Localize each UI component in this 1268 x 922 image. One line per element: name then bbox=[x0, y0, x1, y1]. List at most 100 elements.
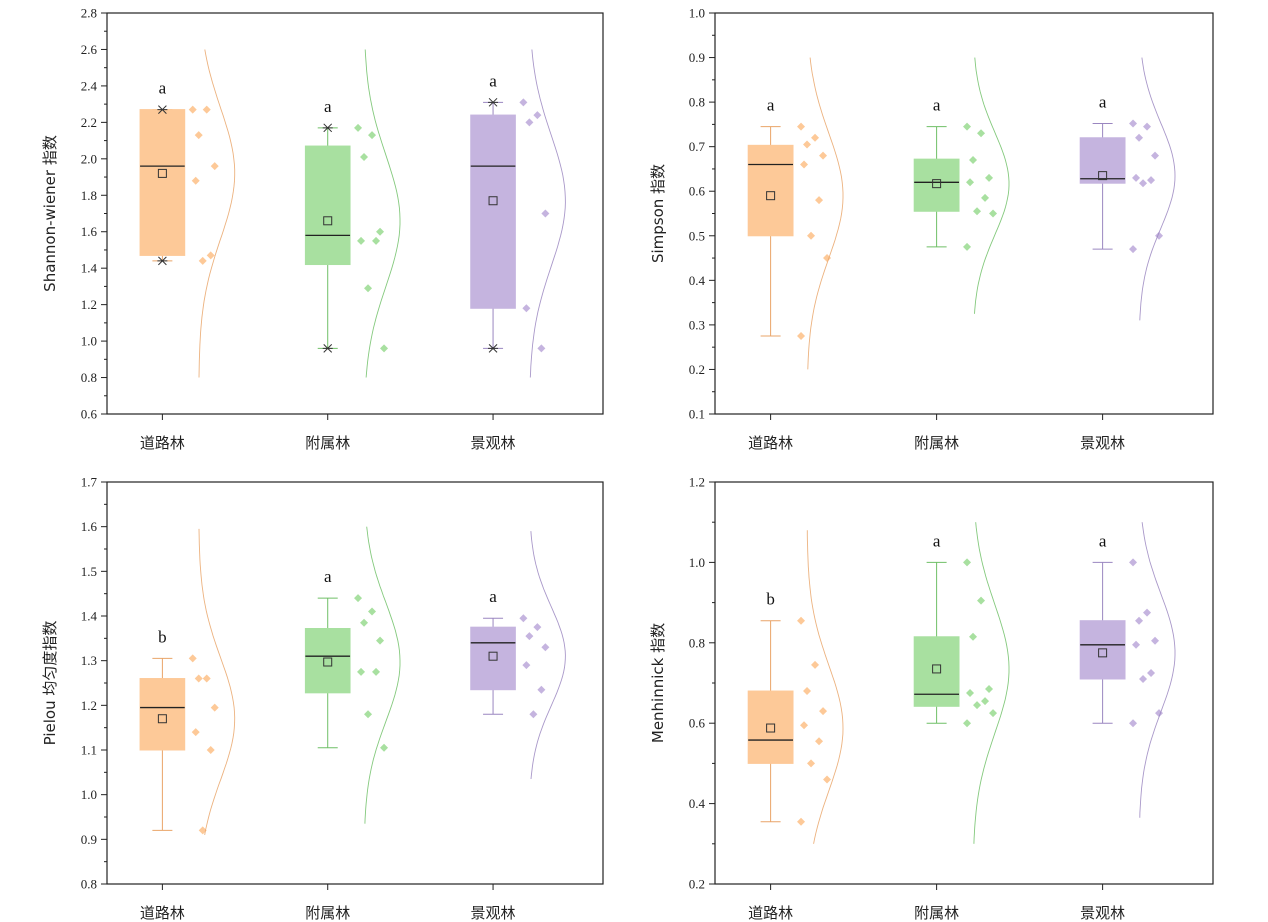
data-point bbox=[1139, 674, 1148, 683]
y-tick-label: 1.0 bbox=[81, 334, 97, 349]
data-point bbox=[357, 236, 366, 245]
series-3: 景观林 a bbox=[470, 49, 566, 452]
data-point bbox=[1129, 245, 1138, 254]
data-point bbox=[380, 743, 389, 752]
significance-label: b bbox=[766, 590, 775, 609]
box bbox=[913, 636, 960, 707]
data-point bbox=[800, 721, 809, 730]
data-point bbox=[973, 701, 982, 710]
data-point bbox=[525, 632, 534, 641]
y-tick-label: 0.9 bbox=[81, 832, 97, 847]
mean-marker bbox=[488, 196, 498, 206]
distribution-curve bbox=[529, 49, 566, 378]
y-tick-label: 1.5 bbox=[81, 564, 97, 579]
y-axis-title: Pielou 均匀度指数 bbox=[41, 621, 59, 746]
x-category-label: 景观林 bbox=[1080, 434, 1125, 452]
x-category-label: 道路林 bbox=[748, 904, 793, 922]
data-point bbox=[368, 607, 377, 616]
data-point bbox=[969, 632, 978, 641]
data-point bbox=[210, 703, 219, 712]
y-tick-label: 0.8 bbox=[81, 370, 97, 385]
data-point bbox=[815, 196, 824, 205]
significance-label: a bbox=[767, 96, 775, 115]
data-point bbox=[797, 122, 806, 131]
x-category-label: 景观林 bbox=[471, 434, 516, 452]
data-point bbox=[797, 332, 806, 341]
data-point bbox=[819, 707, 828, 716]
y-tick-label: 0.6 bbox=[689, 716, 706, 731]
series-2: 附属林 a bbox=[304, 49, 401, 452]
data-point bbox=[206, 746, 215, 754]
x-category-label: 道路林 bbox=[748, 434, 793, 452]
data-point bbox=[1139, 179, 1148, 188]
data-point bbox=[541, 643, 550, 652]
data-point bbox=[202, 105, 211, 114]
y-tick-label: 0.8 bbox=[689, 635, 705, 650]
data-point bbox=[811, 133, 820, 142]
box bbox=[470, 626, 516, 691]
data-point bbox=[354, 594, 363, 603]
data-point bbox=[519, 98, 528, 107]
data-point bbox=[191, 176, 200, 185]
data-point bbox=[811, 660, 820, 669]
x-category-label: 景观林 bbox=[471, 904, 516, 922]
mean-marker bbox=[323, 216, 333, 226]
data-point bbox=[537, 685, 546, 694]
significance-label: a bbox=[933, 531, 941, 550]
significance-label: a bbox=[324, 97, 332, 116]
y-tick-label: 2.4 bbox=[81, 78, 98, 93]
x-category-label: 道路林 bbox=[140, 904, 185, 922]
mean-marker bbox=[157, 714, 167, 724]
data-point bbox=[819, 151, 828, 160]
data-point bbox=[1151, 151, 1160, 160]
data-point bbox=[807, 759, 816, 768]
data-point bbox=[800, 160, 809, 169]
data-point bbox=[973, 207, 982, 216]
data-point bbox=[380, 344, 389, 353]
y-tick-label: 0.2 bbox=[689, 877, 705, 892]
data-point bbox=[368, 131, 377, 140]
data-point bbox=[210, 162, 219, 171]
extreme-marker bbox=[488, 344, 499, 353]
data-point bbox=[989, 709, 998, 718]
chart-panel-2: 0.1 0.2 0.3 0.4 0.5 0.6 0.7 0.8 0.9 1.0 Simpson 指数… bbox=[649, 6, 1214, 452]
significance-label: a bbox=[1099, 92, 1107, 111]
y-tick-label: 2.2 bbox=[81, 115, 97, 130]
mean-marker bbox=[488, 651, 498, 661]
extreme-marker bbox=[322, 344, 333, 353]
series-1: 道路林 b bbox=[139, 528, 236, 922]
mean-marker bbox=[1098, 648, 1108, 658]
data-point bbox=[533, 623, 542, 632]
series-1: 道路林 b bbox=[747, 530, 844, 922]
x-category-label: 附属林 bbox=[914, 434, 959, 452]
extreme-marker bbox=[157, 256, 168, 266]
y-tick-label: 0.1 bbox=[689, 407, 705, 422]
data-point bbox=[533, 111, 542, 120]
y-tick-label: 1.4 bbox=[81, 609, 98, 624]
y-tick-label: 0.2 bbox=[689, 362, 705, 377]
data-point bbox=[1132, 173, 1141, 182]
distribution-curve bbox=[198, 49, 236, 378]
significance-label: a bbox=[489, 71, 497, 90]
series-1: 道路林 a bbox=[747, 57, 844, 452]
distribution-curve bbox=[973, 522, 1010, 844]
distribution-curve bbox=[530, 531, 566, 780]
data-point bbox=[1132, 640, 1141, 649]
data-point bbox=[1143, 122, 1152, 131]
extreme-marker bbox=[488, 97, 499, 107]
y-tick-label: 0.8 bbox=[689, 95, 705, 110]
y-tick-label: 1.7 bbox=[81, 475, 98, 490]
data-point bbox=[188, 654, 197, 663]
significance-label: a bbox=[324, 567, 332, 586]
data-point bbox=[977, 129, 986, 138]
x-category-label: 道路林 bbox=[140, 434, 185, 452]
series-2: 附属林 a bbox=[304, 526, 401, 922]
extreme-marker bbox=[322, 123, 333, 133]
box bbox=[1079, 620, 1126, 680]
box bbox=[139, 109, 186, 256]
series-3: 景观林 a bbox=[1079, 57, 1176, 452]
box bbox=[470, 114, 516, 309]
mean-marker bbox=[766, 191, 776, 201]
data-point bbox=[981, 193, 990, 202]
